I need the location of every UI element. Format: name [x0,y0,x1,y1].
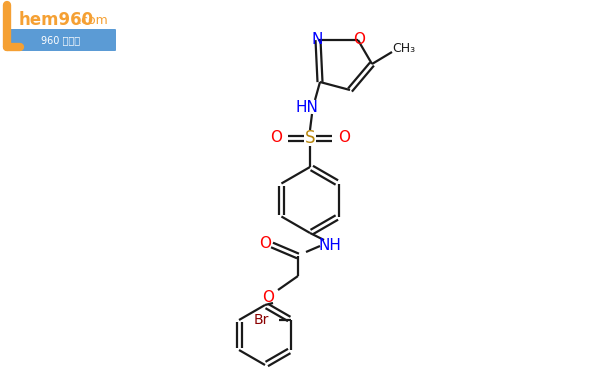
Text: .com: .com [78,13,109,27]
FancyBboxPatch shape [6,29,116,51]
Text: O: O [353,32,365,46]
Text: O: O [262,291,274,306]
Text: NH: NH [319,238,341,254]
Text: Br: Br [253,313,269,327]
Text: O: O [270,130,282,146]
Text: O: O [259,236,271,250]
Text: S: S [305,129,315,147]
Text: CH₃: CH₃ [393,42,416,56]
Text: HN: HN [296,100,318,116]
Text: hem960: hem960 [19,11,94,29]
Text: O: O [338,130,350,146]
Text: N: N [312,32,322,46]
Text: 960 化工网: 960 化工网 [41,35,80,45]
